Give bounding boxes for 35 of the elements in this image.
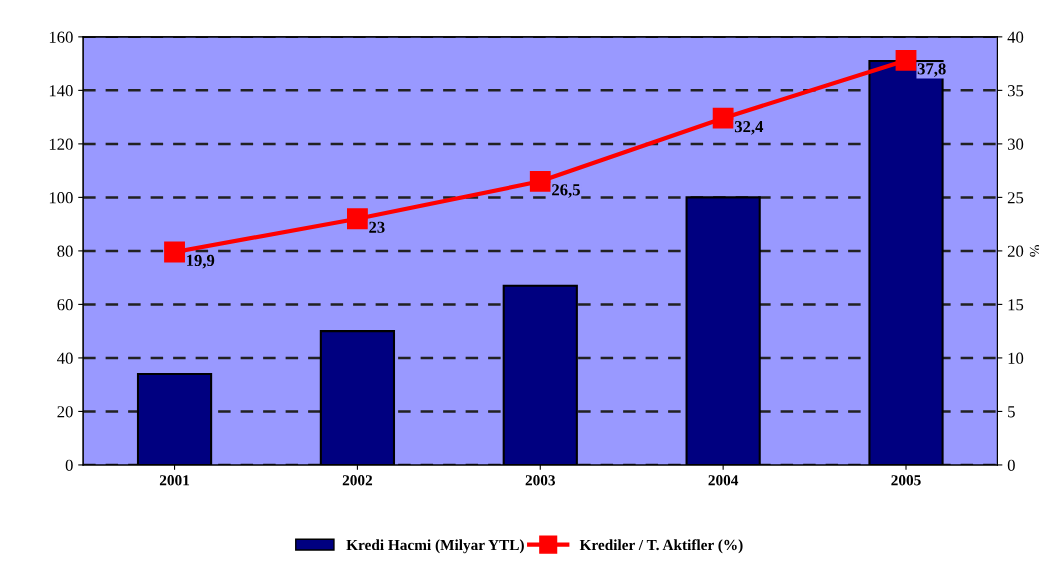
y2-tick-label: 20 — [1007, 245, 1024, 257]
data-label: 26,5 — [552, 184, 580, 198]
x-tick-label: 2005 — [891, 475, 921, 486]
y-tick-label: 20 — [57, 406, 73, 418]
y-tick-label: 80 — [57, 245, 73, 257]
data-label: 23 — [369, 221, 385, 233]
y2-tick-label: 30 — [1007, 138, 1024, 150]
point — [346, 208, 368, 230]
data-label: 32,4 — [734, 121, 764, 135]
x-tick-label: 2002 — [342, 475, 373, 486]
y-tick-label: 120 — [49, 138, 73, 150]
legend-label: Kredi Hacmi (Milyar YTL) — [346, 539, 524, 554]
data-label: 37,8 — [917, 63, 946, 77]
y-tick-label: 140 — [49, 85, 73, 97]
x-tick-label: 2003 — [525, 475, 556, 486]
y-tick-label: 100 — [49, 192, 73, 204]
y-tick-label: 40 — [57, 352, 73, 364]
y2-tick-label: 15 — [1008, 299, 1024, 311]
point — [712, 107, 734, 129]
point — [529, 170, 551, 192]
point — [164, 241, 185, 263]
y2-tick-label: 0 — [1007, 459, 1015, 471]
legend-label: Krediler / T. Aktifler (%) — [579, 539, 743, 554]
y-tick-label: 60 — [57, 299, 73, 311]
x-tick-label: 2004 — [708, 475, 739, 486]
y-tick-label: 160 — [49, 31, 73, 43]
point — [895, 49, 917, 71]
y-tick-label: 0 — [65, 459, 73, 471]
y2-tick-label: 25 — [1007, 192, 1024, 204]
y2-tick-label: 40 — [1007, 31, 1024, 43]
x-tick-label: 2001 — [159, 475, 190, 486]
data-label: 19,9 — [187, 254, 215, 269]
y2-tick-label: 10 — [1008, 352, 1024, 364]
y2-tick-label: 35 — [1007, 85, 1024, 97]
y2-tick-label: 5 — [1008, 406, 1015, 418]
